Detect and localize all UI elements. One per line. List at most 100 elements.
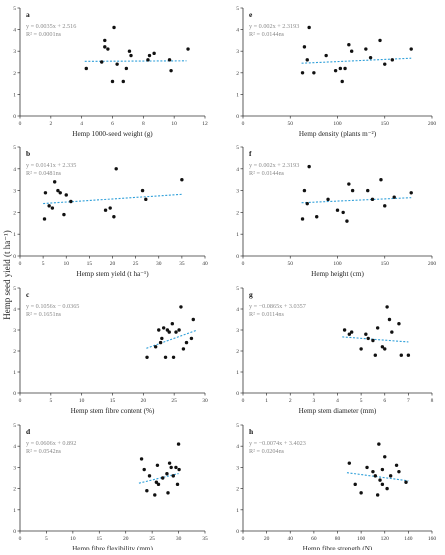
- trend-line: [43, 194, 182, 203]
- data-point: [43, 217, 46, 220]
- x-tick-label: 50: [288, 261, 294, 267]
- data-point: [128, 50, 131, 53]
- data-point: [53, 180, 56, 183]
- trend-line: [347, 473, 408, 481]
- y-tick-label: 0: [13, 391, 16, 397]
- data-point: [339, 67, 342, 70]
- data-point: [103, 39, 106, 42]
- data-point: [307, 165, 310, 168]
- y-tick-label: 2: [236, 487, 239, 493]
- y-tick-label: 2: [13, 210, 16, 216]
- x-tick-label: 15: [97, 536, 103, 542]
- regression-equation: y = 0.002x + 2.3193: [249, 162, 299, 169]
- data-point: [385, 487, 388, 490]
- data-point: [180, 178, 183, 181]
- data-point: [359, 347, 362, 350]
- y-tick-label: 3: [13, 465, 16, 471]
- data-point: [376, 493, 379, 496]
- data-point: [364, 333, 367, 336]
- regression-equation: y = 0.0606x + 0.892: [26, 440, 76, 447]
- x-tick-label: 10: [64, 261, 70, 267]
- data-point: [65, 193, 68, 196]
- x-tick-label: 100: [333, 261, 342, 267]
- x-tick-label: 20: [264, 536, 270, 542]
- data-point: [371, 339, 374, 342]
- data-point: [190, 337, 193, 340]
- data-point: [369, 56, 372, 59]
- x-tick-label: 100: [357, 536, 366, 542]
- y-tick-label: 4: [236, 28, 239, 34]
- data-point: [168, 330, 171, 333]
- x-tick-label: 5: [49, 398, 52, 404]
- x-tick-label: 150: [381, 121, 390, 127]
- data-point: [146, 58, 149, 61]
- data-point: [371, 198, 374, 201]
- data-point: [168, 58, 171, 61]
- data-point: [156, 464, 159, 467]
- data-point: [378, 478, 381, 481]
- x-tick-label: 0: [242, 121, 245, 127]
- x-tick-label: 10: [70, 536, 76, 542]
- y-tick-label: 5: [13, 145, 16, 151]
- data-point: [47, 204, 50, 207]
- data-point: [307, 26, 310, 29]
- data-point: [185, 341, 188, 344]
- y-tick-label: 1: [13, 508, 16, 514]
- y-tick-label: 5: [236, 286, 239, 292]
- data-point: [62, 213, 65, 216]
- data-point: [161, 476, 164, 479]
- data-point: [122, 80, 125, 83]
- data-point: [336, 209, 339, 212]
- data-point: [400, 354, 403, 357]
- data-point: [112, 26, 115, 29]
- y-tick-label: 5: [236, 6, 239, 12]
- x-tick-label: 5: [45, 536, 48, 542]
- data-point: [157, 483, 160, 486]
- data-point: [391, 58, 394, 61]
- x-tick-label: 140: [404, 536, 413, 542]
- data-point: [303, 189, 306, 192]
- r-squared-label: R² = 0.0542ns: [26, 448, 62, 455]
- y-tick-label: 4: [236, 444, 239, 450]
- y-tick-label: 4: [13, 28, 16, 34]
- data-point: [381, 483, 384, 486]
- data-point: [51, 206, 54, 209]
- y-tick-label: 3: [236, 328, 239, 334]
- data-point: [374, 474, 377, 477]
- data-point: [381, 468, 384, 471]
- data-point: [108, 206, 111, 209]
- data-point: [157, 328, 160, 331]
- trend-line: [146, 331, 195, 349]
- y-tick-label: 3: [13, 49, 16, 55]
- y-tick-label: 1: [236, 508, 239, 514]
- r-squared-label: R² = 0.0001ns: [26, 31, 62, 38]
- data-point: [397, 470, 400, 473]
- data-point: [160, 337, 163, 340]
- x-tick-label: 12: [202, 121, 208, 127]
- x-tick-label: 0: [19, 536, 22, 542]
- y-tick-label: 0: [13, 529, 16, 535]
- y-tick-label: 5: [13, 286, 16, 292]
- x-axis-label: Hemp fibre strength (N): [303, 545, 373, 550]
- x-tick-label: 15: [110, 398, 116, 404]
- regression-equation: y = 0.002x + 2.3193: [249, 23, 299, 30]
- data-point: [145, 356, 148, 359]
- data-point: [153, 493, 156, 496]
- data-point: [172, 474, 175, 477]
- x-tick-label: 30: [176, 536, 182, 542]
- y-tick-label: 2: [13, 349, 16, 355]
- data-point: [100, 60, 103, 63]
- data-point: [301, 217, 304, 220]
- r-squared-label: R² = 0.0114ns: [249, 311, 284, 318]
- y-tick-label: 4: [13, 307, 16, 313]
- data-point: [365, 466, 368, 469]
- data-point: [393, 195, 396, 198]
- data-point: [374, 354, 377, 357]
- regression-equation: y = 0.0141x + 2.335: [26, 162, 76, 169]
- data-point: [171, 322, 174, 325]
- data-point: [162, 326, 165, 329]
- data-point: [177, 468, 180, 471]
- x-tick-label: 40: [288, 536, 294, 542]
